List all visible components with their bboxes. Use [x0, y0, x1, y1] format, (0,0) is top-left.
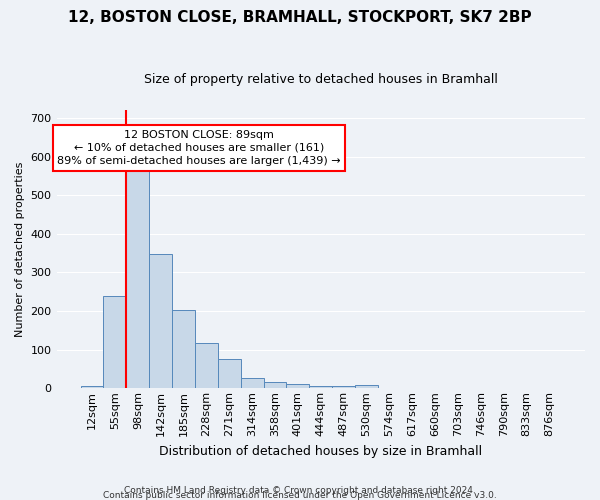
Text: Contains public sector information licensed under the Open Government Licence v3: Contains public sector information licen…: [103, 491, 497, 500]
Bar: [195, 342, 218, 388]
Bar: [286, 384, 310, 388]
X-axis label: Distribution of detached houses by size in Bramhall: Distribution of detached houses by size …: [159, 444, 482, 458]
Bar: [103, 296, 127, 388]
Bar: [332, 386, 355, 388]
Bar: [263, 382, 286, 388]
Bar: [310, 386, 332, 388]
Bar: [149, 254, 172, 388]
Y-axis label: Number of detached properties: Number of detached properties: [15, 162, 25, 337]
Bar: [80, 386, 103, 388]
Bar: [127, 162, 149, 388]
Bar: [218, 360, 241, 388]
Text: Contains HM Land Registry data © Crown copyright and database right 2024.: Contains HM Land Registry data © Crown c…: [124, 486, 476, 495]
Bar: [241, 378, 263, 388]
Title: Size of property relative to detached houses in Bramhall: Size of property relative to detached ho…: [144, 72, 498, 86]
Text: 12 BOSTON CLOSE: 89sqm
← 10% of detached houses are smaller (161)
89% of semi-de: 12 BOSTON CLOSE: 89sqm ← 10% of detached…: [58, 130, 341, 166]
Text: 12, BOSTON CLOSE, BRAMHALL, STOCKPORT, SK7 2BP: 12, BOSTON CLOSE, BRAMHALL, STOCKPORT, S…: [68, 10, 532, 25]
Bar: [355, 385, 378, 388]
Bar: [172, 310, 195, 388]
